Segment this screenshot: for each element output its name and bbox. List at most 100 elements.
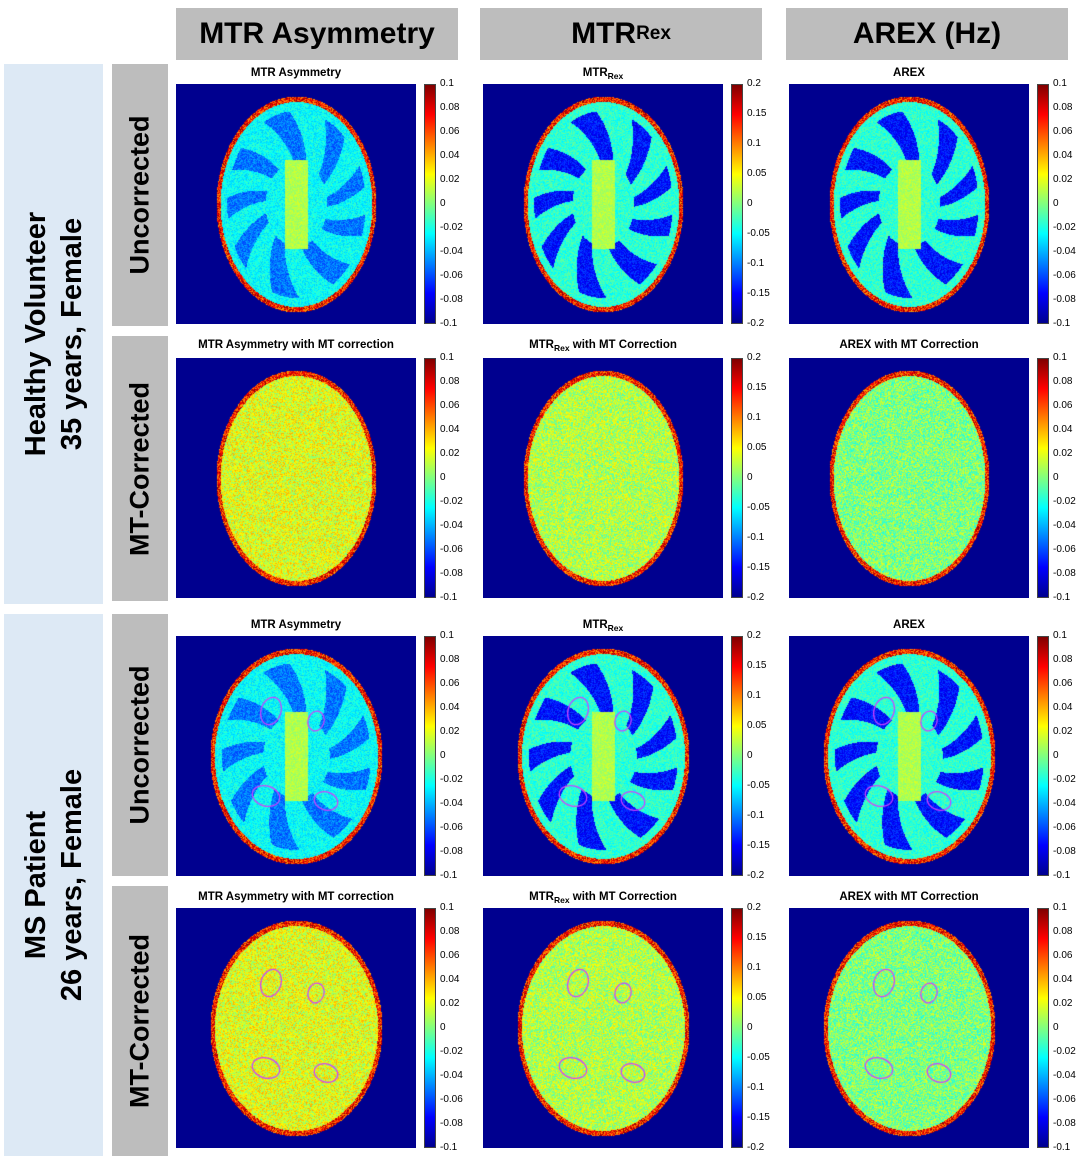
colorbar-tick-label: -0.15 bbox=[747, 840, 770, 851]
colorbar-tick-label: 0.04 bbox=[1053, 150, 1073, 161]
colorbar-tick-label: 0.1 bbox=[440, 352, 454, 363]
colorbar-tick-label: 0.02 bbox=[440, 998, 460, 1009]
panel-title: MTRRex bbox=[582, 67, 624, 81]
colorbar-tick-label: -0.04 bbox=[440, 798, 463, 809]
colorbar-tick-label: -0.04 bbox=[1053, 1070, 1076, 1081]
colorbar-tick-label: 0 bbox=[747, 1022, 753, 1033]
colorbar-tick-label: -0.1 bbox=[440, 592, 458, 603]
colorbar-tick-label: 0.15 bbox=[747, 108, 767, 119]
colorbar-tick-label: 0.05 bbox=[747, 720, 767, 731]
colorbar-tick-label: 0.08 bbox=[1053, 654, 1073, 665]
panel-title: MTRRex with MT Correction bbox=[529, 339, 677, 353]
colorbar-tick-label: 0 bbox=[440, 750, 446, 761]
colorbar-tick-label: -0.1 bbox=[747, 532, 765, 543]
colorbar-tick-label: 0.1 bbox=[747, 690, 761, 701]
panel-title: MTR Asymmetry with MT correction bbox=[198, 339, 394, 351]
panel-title: MTR Asymmetry bbox=[250, 67, 342, 79]
brain-map-mtr-asymmetry bbox=[176, 358, 416, 598]
colorbar-tick-label: -0.1 bbox=[1053, 592, 1071, 603]
colorbar-tick-label: 0.02 bbox=[1053, 998, 1073, 1009]
colorbar-tick-label: 0.04 bbox=[1053, 974, 1073, 985]
colorbar-tick-label: -0.02 bbox=[440, 222, 463, 233]
colorbar-tick-label: -0.04 bbox=[1053, 246, 1076, 257]
colorbar-tick-label: -0.04 bbox=[1053, 520, 1076, 531]
colorbar-tick-label: -0.1 bbox=[1053, 870, 1071, 881]
colorbar-tick-label: -0.08 bbox=[440, 1118, 463, 1129]
panel-title: MTRRex bbox=[582, 619, 624, 633]
group-label-healthy: Healthy Volunteer 35 years, Female bbox=[19, 211, 88, 457]
colorbar-tick-label: 0.06 bbox=[440, 678, 460, 689]
brain-map-arex bbox=[789, 636, 1029, 876]
colorbar-tick-label: 0.04 bbox=[440, 424, 460, 435]
colorbar-tick-label: 0.05 bbox=[747, 168, 767, 179]
brain-map-arex bbox=[789, 84, 1029, 324]
colorbar-tick-label: 0.05 bbox=[747, 442, 767, 453]
colorbar-tick-label: 0.1 bbox=[440, 78, 454, 89]
colorbar-tick-label: 0.08 bbox=[440, 102, 460, 113]
colorbar-tick-label: -0.1 bbox=[440, 1142, 458, 1153]
colorbar-tick-label: 0 bbox=[440, 472, 446, 483]
colorbar-tick-label: 0 bbox=[747, 198, 753, 209]
panel-title: MTRRex with MT Correction bbox=[529, 891, 677, 905]
colorbar-tick-label: 0.1 bbox=[747, 412, 761, 423]
panel-title: MTR Asymmetry with MT correction bbox=[198, 891, 394, 903]
brain-map-arex bbox=[789, 358, 1029, 598]
brain-map-mtr-rex bbox=[483, 908, 723, 1148]
colorbar-tick-label: 0.02 bbox=[440, 726, 460, 737]
colorbar-tick-label: -0.04 bbox=[440, 246, 463, 257]
colorbar-tick-label: -0.06 bbox=[440, 822, 463, 833]
brain-map-mtr-asymmetry bbox=[176, 84, 416, 324]
colorbar-tick-label: -0.06 bbox=[1053, 1094, 1076, 1105]
colorbar-tick-label: 0.02 bbox=[440, 448, 460, 459]
colorbar-tick-label: -0.15 bbox=[747, 288, 770, 299]
colorbar-tick-label: -0.08 bbox=[440, 568, 463, 579]
colorbar bbox=[731, 908, 743, 1148]
colorbar-tick-label: 0 bbox=[440, 198, 446, 209]
colorbar-tick-label: 0.05 bbox=[747, 992, 767, 1003]
colorbar bbox=[731, 636, 743, 876]
brain-map-mtr-rex bbox=[483, 84, 723, 324]
group-label-ms: MS Patient 26 years, Female bbox=[19, 768, 88, 1002]
brain-map-mtr-rex bbox=[483, 636, 723, 876]
row-label-healthy-mt-corrected: MT-Corrected bbox=[112, 336, 168, 601]
colorbar-tick-label: 0.06 bbox=[1053, 678, 1073, 689]
colorbar-tick-label: 0.2 bbox=[747, 352, 761, 363]
colorbar-tick-label: 0 bbox=[440, 1022, 446, 1033]
colorbar-tick-label: -0.02 bbox=[440, 496, 463, 507]
brain-map-mtr-rex bbox=[483, 358, 723, 598]
colorbar-tick-label: 0.02 bbox=[1053, 448, 1073, 459]
colorbar-tick-label: -0.1 bbox=[747, 1082, 765, 1093]
colorbar-tick-label: 0.06 bbox=[440, 950, 460, 961]
colorbar-tick-label: 0 bbox=[1053, 1022, 1059, 1033]
colorbar-tick-label: 0 bbox=[747, 750, 753, 761]
colorbar-tick-label: 0.15 bbox=[747, 382, 767, 393]
colorbar-tick-label: -0.05 bbox=[747, 502, 770, 513]
column-header-mtr-asymmetry: MTR Asymmetry bbox=[176, 8, 458, 60]
colorbar-tick-label: 0.1 bbox=[1053, 902, 1067, 913]
group-box-ms bbox=[4, 614, 103, 1156]
colorbar-tick-label: -0.05 bbox=[747, 228, 770, 239]
panel-title: AREX with MT Correction bbox=[839, 891, 979, 903]
row-label-ms-mt-corrected: MT-Corrected bbox=[112, 886, 168, 1156]
colorbar-tick-label: -0.1 bbox=[747, 810, 765, 821]
row-label-healthy-uncorrected: Uncorrected bbox=[112, 64, 168, 326]
colorbar-tick-label: -0.02 bbox=[440, 774, 463, 785]
colorbar-tick-label: 0 bbox=[1053, 198, 1059, 209]
colorbar-tick-label: 0.06 bbox=[1053, 400, 1073, 411]
colorbar-tick-label: -0.08 bbox=[1053, 1118, 1076, 1129]
colorbar-tick-label: 0.02 bbox=[440, 174, 460, 185]
colorbar-tick-label: -0.1 bbox=[440, 318, 458, 329]
colorbar-tick-label: -0.05 bbox=[747, 1052, 770, 1063]
colorbar-tick-label: -0.04 bbox=[440, 520, 463, 531]
colorbar bbox=[424, 908, 436, 1148]
brain-map-arex bbox=[789, 908, 1029, 1148]
colorbar-tick-label: -0.04 bbox=[1053, 798, 1076, 809]
colorbar-tick-label: -0.04 bbox=[440, 1070, 463, 1081]
column-header-mtr-rex: MTR Rex bbox=[480, 8, 762, 60]
colorbar-tick-label: -0.06 bbox=[1053, 822, 1076, 833]
colorbar-tick-label: -0.02 bbox=[1053, 774, 1076, 785]
colorbar-tick-label: 0.04 bbox=[440, 974, 460, 985]
colorbar-tick-label: 0.1 bbox=[1053, 78, 1067, 89]
colorbar-tick-label: 0.08 bbox=[440, 654, 460, 665]
colorbar-tick-label: 0.06 bbox=[1053, 950, 1073, 961]
